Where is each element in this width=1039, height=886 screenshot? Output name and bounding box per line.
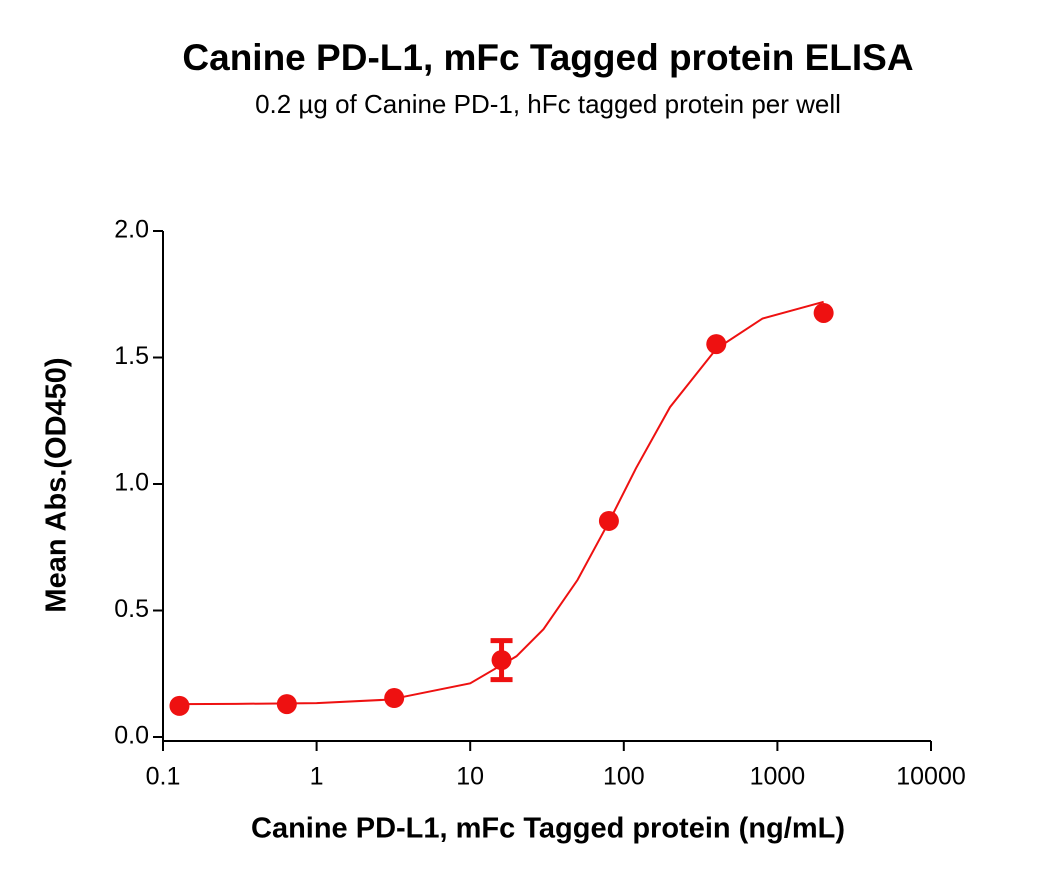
- data-point: [598, 510, 619, 531]
- y-tick-label: 2.0: [114, 216, 149, 244]
- data-point: [491, 650, 512, 671]
- x-tick-label: 0.1: [146, 763, 181, 791]
- x-tick-label: 1000: [750, 763, 806, 791]
- y-tick-label: 0.0: [114, 722, 149, 750]
- x-tick-label: 10: [456, 763, 484, 791]
- fit-curve: [179, 300, 824, 706]
- data-point: [384, 688, 405, 709]
- data-point: [813, 302, 834, 323]
- x-tick-label: 1: [310, 763, 324, 791]
- x-tick-label: 10000: [896, 763, 966, 791]
- y-tick-label: 0.5: [114, 595, 149, 623]
- x-tick-label: 100: [603, 763, 645, 791]
- data-point: [706, 334, 727, 355]
- y-tick-label: 1.5: [114, 342, 149, 370]
- y-axis-label: Mean Abs.(OD450): [41, 357, 73, 612]
- chart-subtitle: 0.2 µg of Canine PD-1, hFc tagged protei…: [255, 89, 841, 119]
- data-point: [276, 694, 297, 715]
- data-point: [169, 695, 190, 716]
- chart-title: Canine PD-L1, mFc Tagged protein ELISA: [182, 37, 913, 78]
- y-tick-label: 1.0: [114, 469, 149, 497]
- x-axis-label: Canine PD-L1, mFc Tagged protein (ng/mL): [251, 813, 845, 845]
